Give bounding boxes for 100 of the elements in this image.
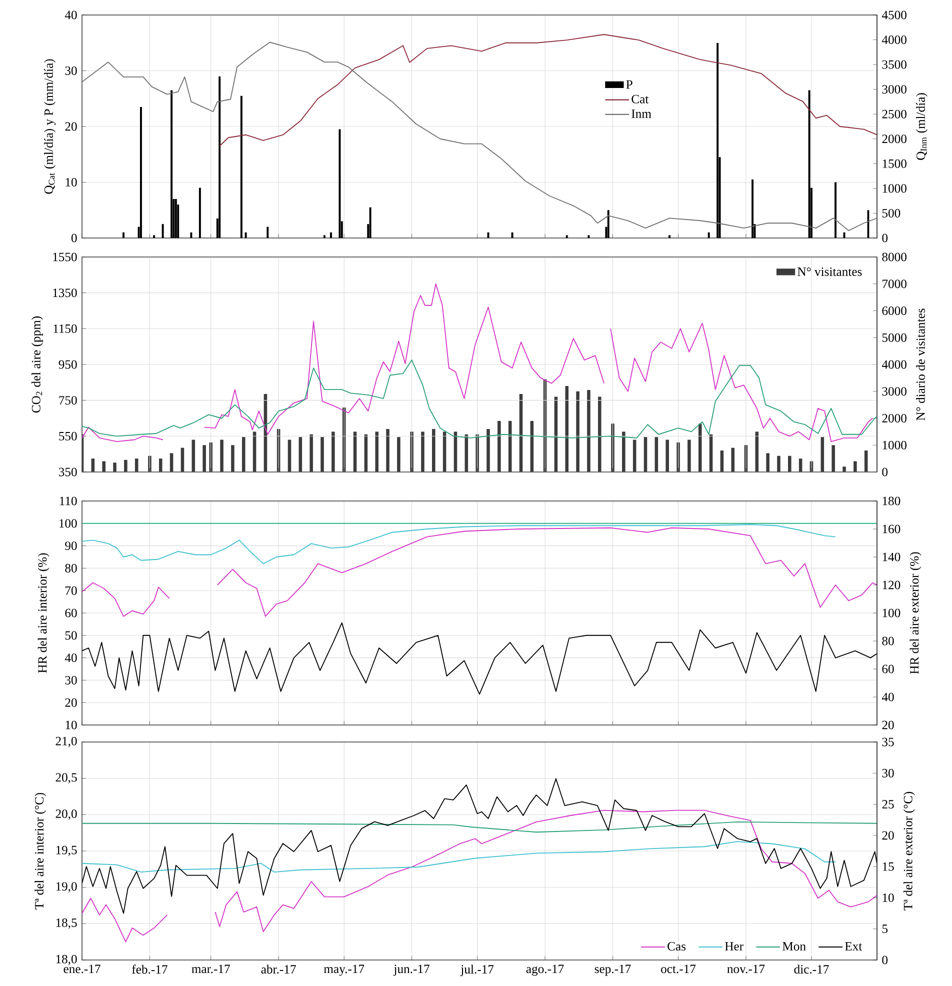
y2-axis-title: Tª del aire exterior (°C) (903, 792, 915, 910)
y-tick-label: 750 (59, 396, 77, 405)
y2-tick-label: 5 (882, 924, 888, 934)
y2-tick-label: 120 (882, 580, 900, 590)
y2-tick-label: 3000 (882, 387, 906, 396)
y2-tick-label: 80 (882, 636, 894, 646)
y-axis-title: CO$_{2}$ del aire (ppm) (32, 316, 43, 413)
y2-tick-label: 4500 (882, 10, 906, 20)
line-series (82, 841, 836, 873)
x-tick-label: jun.-17 (393, 964, 430, 976)
x-tick-label: jul.-17 (460, 964, 494, 976)
y2-tick-label: 0 (882, 234, 888, 242)
y2-tick-label: 35 (882, 738, 894, 746)
y-tick-label: 40 (64, 654, 77, 662)
y-tick-label: 0 (71, 234, 77, 242)
y2-tick-label: 180 (882, 496, 900, 506)
y2-tick-label: 500 (882, 208, 900, 218)
y2-tick-label: 2500 (882, 110, 906, 118)
x-tick-label: oct.-17 (661, 964, 696, 974)
y-tick-label: 350 (58, 468, 77, 476)
y-tick-label: 20 (65, 698, 77, 707)
x-tick-label: sep.-17 (594, 964, 631, 976)
x-tick-label: dic.-17 (794, 964, 829, 974)
y2-axis-title: N° diario de visitantes (916, 308, 925, 420)
y2-tick-label: 20 (882, 720, 894, 730)
y2-tick-label: 60 (882, 664, 894, 674)
y2-tick-label: 1000 (882, 440, 906, 450)
y-axis-title: HR del aire interior (%) (38, 553, 50, 673)
y-tick-label: 20 (65, 122, 77, 131)
y2-tick-label: 4000 (882, 36, 906, 44)
y-tick-label: 1550 (53, 252, 77, 262)
y2-tick-label: 0 (882, 956, 888, 964)
y2-tick-label: 160 (882, 524, 900, 534)
x-tick-label: may.-17 (324, 964, 364, 976)
line-series (82, 778, 878, 914)
x-tick-label: abr.-17 (261, 964, 296, 974)
x-tick-label: ago.-17 (526, 964, 564, 976)
y-tick-label: 70 (66, 586, 77, 595)
line-series (82, 360, 878, 438)
y-tick-label: 80 (65, 564, 77, 572)
y2-tick-label: 30 (882, 768, 894, 778)
x-tick-label: feb.-17 (132, 964, 168, 974)
line-series (219, 34, 878, 146)
y2-tick-label: 15 (882, 862, 894, 871)
y2-tick-label: 7000 (882, 280, 906, 288)
y2-tick-label: 1000 (882, 184, 906, 193)
y-tick-label: 950 (58, 360, 77, 369)
y-tick-label: 21,0 (56, 736, 77, 748)
y2-tick-label: 3000 (882, 85, 906, 94)
y2-tick-label: 5000 (882, 333, 906, 342)
legend-label: Ext (844, 942, 862, 951)
y-tick-label: 90 (65, 542, 77, 550)
y-tick-label: 100 (59, 519, 77, 528)
y2-tick-label: 3500 (882, 60, 906, 69)
legend-label: Her (724, 942, 744, 951)
y2-axis-title: Q$_{Inm}$ (ml/día) (916, 93, 928, 160)
y-tick-label: 30 (65, 676, 77, 684)
y-tick-label: 30 (65, 66, 77, 75)
y2-tick-label: 8000 (882, 252, 906, 262)
y-tick-label: 40 (64, 10, 77, 20)
y2-tick-label: 0 (882, 468, 888, 476)
x-tick-label: nov.-17 (727, 964, 765, 974)
x-tick-label: mar.-17 (192, 964, 230, 974)
y-tick-label: 60 (65, 608, 77, 618)
legend-label: Cat (632, 94, 649, 104)
y-tick-label: 1150 (54, 324, 77, 333)
legend-label: Mon (782, 942, 806, 951)
y2-tick-label: 10 (882, 893, 894, 902)
y2-tick-label: 100 (882, 608, 900, 618)
y2-tick-label: 2000 (882, 414, 906, 422)
y-tick-label: 18,0 (56, 954, 77, 966)
y2-tick-label: 4000 (882, 360, 906, 369)
y-tick-label: 20,0 (56, 809, 77, 820)
x-tick-label: ene.-17 (64, 964, 100, 974)
legend-label: P (626, 80, 632, 89)
y2-tick-label: 40 (882, 692, 894, 702)
y-tick-label: 1350 (53, 288, 77, 298)
y-tick-label: 10 (66, 178, 77, 186)
y-tick-label: 550 (59, 432, 77, 440)
y-tick-label: 10 (66, 720, 77, 730)
y-tick-label: 20,5 (56, 773, 77, 784)
y-axis-title: Tª del aire interior (°C) (34, 792, 46, 910)
y2-axis-title: HR del aire exterior (%) (910, 552, 922, 674)
y2-tick-label: 25 (882, 800, 894, 809)
y2-tick-label: 140 (882, 552, 900, 562)
y-tick-label: 50 (65, 631, 77, 640)
legend-label: Cas (668, 942, 686, 951)
y2-tick-label: 6000 (882, 306, 906, 315)
y2-tick-label: 20 (882, 831, 894, 840)
y-tick-label: 110 (60, 496, 77, 506)
y-tick-label: 18,5 (56, 918, 77, 929)
y-tick-label: 19,5 (56, 846, 77, 856)
line-series (82, 622, 878, 695)
line-series (82, 821, 878, 833)
y-axis-title: Q$_{Cat}$ (ml/día) y P (mm/día) (44, 59, 56, 194)
legend-label: Inm (632, 110, 652, 118)
legend-label: N° visitantes (798, 267, 862, 276)
y2-tick-label: 1500 (882, 159, 906, 168)
y2-tick-label: 2000 (882, 134, 906, 144)
y-tick-label: 19,0 (56, 882, 77, 892)
